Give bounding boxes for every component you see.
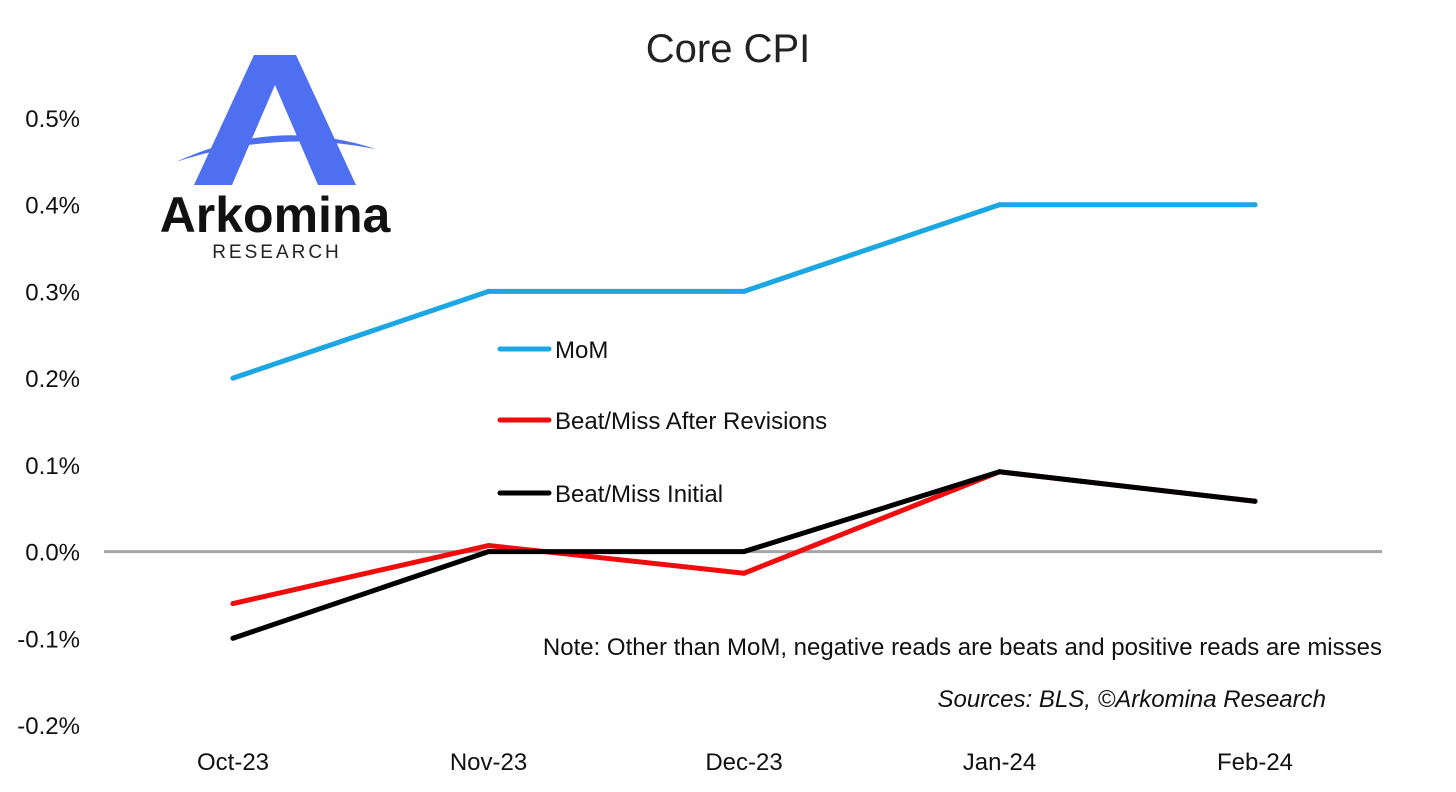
arkomina-logo: Arkomina RESEARCH	[160, 55, 392, 263]
data-point	[741, 549, 747, 555]
y-tick-label: 0.3%	[25, 279, 80, 306]
data-point	[230, 375, 236, 381]
x-tick-label: Jan-24	[963, 749, 1036, 776]
series-lines	[230, 202, 1258, 641]
y-tick-label: 0.5%	[25, 106, 80, 133]
y-tick-label: -0.1%	[17, 626, 80, 653]
data-point	[997, 202, 1002, 208]
logo-subtitle: RESEARCH	[212, 242, 342, 263]
y-tick-label: -0.2%	[17, 713, 80, 740]
data-point	[741, 570, 747, 576]
series-line-2	[230, 469, 1258, 641]
data-point	[741, 288, 747, 294]
data-point	[486, 543, 491, 549]
legend-label: Beat/Miss Initial	[555, 481, 723, 508]
data-point	[486, 288, 491, 294]
legend-label: MoM	[555, 337, 608, 364]
data-point	[1252, 498, 1258, 504]
logo-swoosh-icon	[176, 135, 376, 162]
x-tick-label: Nov-23	[450, 749, 527, 776]
x-tick-label: Dec-23	[705, 749, 782, 776]
source-annotation: Sources: BLS, ©Arkomina Research	[937, 686, 1326, 713]
y-tick-label: 0.4%	[25, 193, 80, 220]
x-axis: Oct-23 Nov-23 Dec-23 Jan-24 Feb-24	[197, 749, 1293, 776]
note-annotation: Note: Other than MoM, negative reads are…	[543, 634, 1382, 661]
x-tick-label: Feb-24	[1217, 749, 1293, 776]
data-point	[997, 469, 1002, 475]
data-point	[230, 601, 236, 607]
y-axis: 0.5% 0.4% 0.3% 0.2% 0.1% 0.0% -0.1% -0.2%	[17, 106, 80, 740]
logo-a-mark-icon	[194, 55, 356, 185]
logo-name: Arkomina	[160, 187, 392, 243]
data-point	[230, 635, 236, 641]
data-point	[486, 549, 491, 555]
data-point	[1252, 202, 1258, 208]
legend: MoM Beat/Miss After Revisions Beat/Miss In…	[497, 337, 827, 508]
y-tick-label: 0.2%	[25, 366, 80, 393]
y-tick-label: 0.0%	[25, 540, 80, 567]
chart-title: Core CPI	[646, 27, 811, 71]
legend-label: Beat/Miss After Revisions	[555, 408, 827, 435]
x-tick-label: Oct-23	[197, 749, 269, 776]
y-tick-label: 0.1%	[25, 453, 80, 480]
